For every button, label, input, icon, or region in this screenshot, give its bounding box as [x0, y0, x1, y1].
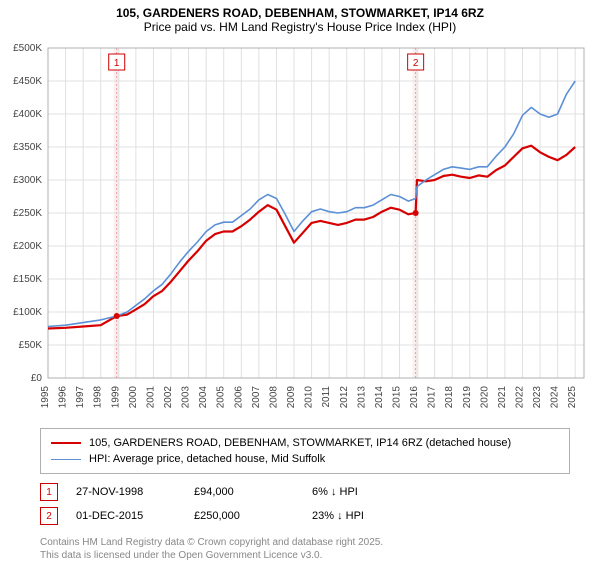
marker-badge: 1: [40, 483, 58, 501]
svg-text:2019: 2019: [462, 386, 473, 409]
title-line-2: Price paid vs. HM Land Registry's House …: [0, 20, 600, 34]
svg-text:2015: 2015: [391, 386, 402, 409]
marker-badge: 2: [40, 507, 58, 525]
svg-text:1998: 1998: [93, 386, 104, 409]
legend-row: 105, GARDENERS ROAD, DEBENHAM, STOWMARKE…: [51, 435, 559, 451]
svg-text:2008: 2008: [268, 386, 279, 409]
svg-text:2024: 2024: [550, 386, 561, 409]
svg-text:£100K: £100K: [13, 307, 42, 318]
svg-text:£450K: £450K: [13, 76, 42, 87]
svg-text:2017: 2017: [427, 386, 438, 409]
svg-text:2013: 2013: [356, 386, 367, 409]
svg-text:2012: 2012: [339, 386, 350, 409]
svg-text:2014: 2014: [374, 386, 385, 409]
svg-text:2: 2: [413, 58, 419, 69]
legend: 105, GARDENERS ROAD, DEBENHAM, STOWMARKE…: [40, 428, 570, 474]
svg-text:1997: 1997: [75, 386, 86, 409]
line-chart-svg: £0 £50K £100K £150K £200K £250K £300K £350K £400…: [0, 38, 600, 418]
legend-label: 105, GARDENERS ROAD, DEBENHAM, STOWMARKE…: [89, 437, 511, 449]
legend-swatch: [51, 459, 81, 460]
svg-text:£0: £0: [31, 373, 43, 384]
svg-text:£350K: £350K: [13, 142, 42, 153]
svg-text:£400K: £400K: [13, 109, 42, 120]
svg-text:2021: 2021: [497, 386, 508, 409]
svg-text:£500K: £500K: [13, 43, 42, 54]
svg-text:2010: 2010: [304, 386, 315, 409]
marker-table: 1 27-NOV-1998 £94,000 6% ↓ HPI 2 01-DEC-2015 £…: [40, 480, 570, 528]
legend-label: HPI: Average price, detached house, Mid …: [89, 453, 325, 465]
marker-pct: 23% ↓ HPI: [312, 510, 412, 522]
marker-pct: 6% ↓ HPI: [312, 486, 412, 498]
footer-line-2: This data is licensed under the Open Gov…: [40, 549, 570, 562]
svg-text:2025: 2025: [567, 386, 578, 409]
svg-text:2023: 2023: [532, 386, 543, 409]
marker-price: £250,000: [194, 510, 294, 522]
svg-text:£300K: £300K: [13, 175, 42, 186]
marker-date: 27-NOV-1998: [76, 486, 176, 498]
footer-line-1: Contains HM Land Registry data © Crown c…: [40, 536, 570, 549]
svg-text:2016: 2016: [409, 386, 420, 409]
svg-text:2007: 2007: [251, 386, 262, 409]
svg-text:1995: 1995: [40, 386, 51, 409]
marker-price: £94,000: [194, 486, 294, 498]
svg-text:£250K: £250K: [13, 208, 42, 219]
svg-text:£150K: £150K: [13, 274, 42, 285]
svg-text:2020: 2020: [479, 386, 490, 409]
marker-row: 2 01-DEC-2015 £250,000 23% ↓ HPI: [40, 504, 570, 528]
svg-text:2004: 2004: [198, 386, 209, 409]
marker-row: 1 27-NOV-1998 £94,000 6% ↓ HPI: [40, 480, 570, 504]
chart-area: £0 £50K £100K £150K £200K £250K £300K £350K £400…: [0, 38, 600, 418]
svg-text:£200K: £200K: [13, 241, 42, 252]
svg-text:1999: 1999: [110, 386, 121, 409]
svg-text:2001: 2001: [145, 386, 156, 409]
svg-text:2000: 2000: [128, 386, 139, 409]
marker-date: 01-DEC-2015: [76, 510, 176, 522]
footer-attribution: Contains HM Land Registry data © Crown c…: [40, 536, 570, 562]
svg-text:1: 1: [114, 58, 120, 69]
svg-text:2003: 2003: [181, 386, 192, 409]
svg-text:£50K: £50K: [19, 340, 43, 351]
svg-text:2006: 2006: [233, 386, 244, 409]
svg-text:2009: 2009: [286, 386, 297, 409]
title-line-1: 105, GARDENERS ROAD, DEBENHAM, STOWMARKE…: [0, 6, 600, 20]
legend-row: HPI: Average price, detached house, Mid …: [51, 451, 559, 467]
svg-text:2002: 2002: [163, 386, 174, 409]
svg-text:2011: 2011: [321, 386, 332, 408]
svg-text:2018: 2018: [444, 386, 455, 409]
svg-text:2022: 2022: [514, 386, 525, 409]
svg-text:1996: 1996: [58, 386, 69, 409]
svg-text:2005: 2005: [216, 386, 227, 409]
legend-swatch: [51, 442, 81, 444]
chart-container: 105, GARDENERS ROAD, DEBENHAM, STOWMARKE…: [0, 0, 600, 562]
title-block: 105, GARDENERS ROAD, DEBENHAM, STOWMARKE…: [0, 0, 600, 38]
